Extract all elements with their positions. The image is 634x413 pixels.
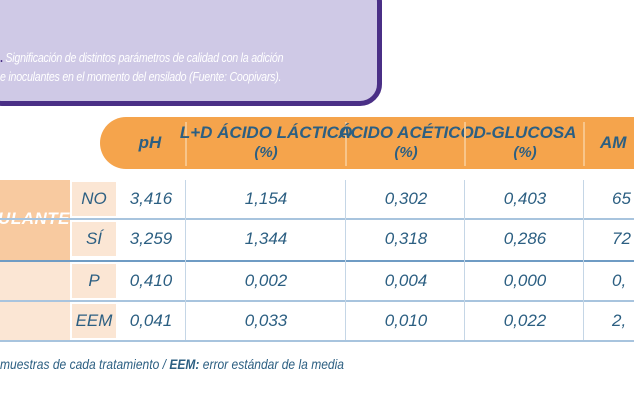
column-divider — [464, 180, 465, 340]
row-divider-strong — [0, 260, 634, 262]
table-cell: 2, — [612, 311, 627, 330]
header-divider — [345, 122, 347, 166]
column-header-glucose: D-GLUCOSA (%) — [467, 120, 583, 166]
table-cell: 65 — [612, 189, 631, 208]
table-cell: 3,416 — [129, 189, 173, 208]
table-cell: 0,022 — [503, 311, 547, 330]
table-cell: 0,041 — [129, 311, 173, 330]
column-header-ph: pH — [120, 120, 180, 166]
row-divider — [0, 300, 634, 302]
table-cell: 0,302 — [384, 189, 428, 208]
table-cell: 0,403 — [503, 189, 547, 208]
table-cell: 0,000 — [503, 271, 547, 290]
column-divider — [583, 180, 584, 340]
table-cell: 1,154 — [244, 189, 288, 208]
row-divider — [0, 340, 634, 342]
footnote-abbr: EEM: — [169, 356, 200, 372]
table-cell: 0,004 — [384, 271, 428, 290]
caption-line-2: e inoculantes en el momento del ensilado… — [0, 69, 282, 84]
table-cell: 0,033 — [244, 311, 288, 330]
column-header-unit: (%) — [254, 144, 278, 161]
column-header-acetic: ÁCIDO ACÉTICO (%) — [338, 120, 473, 166]
column-header-unit: (%) — [394, 144, 418, 161]
header-divider — [185, 122, 187, 166]
table-cell: 0, — [612, 271, 627, 290]
table-cell: 1,344 — [244, 229, 288, 248]
table-cell: 72 — [612, 229, 631, 248]
column-divider — [185, 180, 186, 340]
table-cell: 0,002 — [244, 271, 288, 290]
table-caption: . Significación de distintos parámetros … — [0, 48, 295, 86]
table-footnote: muestras de cada tratamiento / EEM: erro… — [0, 356, 344, 372]
header-divider — [583, 122, 585, 166]
group-label-bg — [0, 180, 70, 260]
table-cell: 0,318 — [384, 229, 428, 248]
column-header-am: AM — [600, 120, 634, 166]
header-divider — [464, 122, 466, 166]
footnote-text-2: error estándar de la media — [202, 356, 344, 372]
column-header-name: D-GLUCOSA — [473, 123, 577, 142]
column-divider — [345, 180, 346, 340]
caption-number: . — [0, 50, 3, 65]
table-cell: 0,286 — [503, 229, 547, 248]
footnote-text-1: muestras de cada tratamiento / — [0, 356, 166, 372]
column-header-name: ÁCIDO ACÉTICO — [338, 123, 474, 142]
caption-box — [0, 0, 382, 106]
row-label: SÍ — [72, 222, 116, 256]
column-header-unit: (%) — [513, 144, 537, 161]
caption-line-1: Significación de distintos parámetros de… — [5, 50, 284, 65]
table-cell: 3,259 — [129, 229, 173, 248]
row-divider — [0, 218, 634, 220]
row-label: NO — [72, 182, 116, 216]
column-header-name: pH — [138, 133, 162, 152]
table-header-bar — [100, 117, 634, 169]
column-header-name: L+D ÁCIDO LÁCTICO — [179, 123, 353, 142]
row-label: P — [72, 264, 116, 298]
table-cell: 0,410 — [129, 271, 173, 290]
table-cell: 0,010 — [384, 311, 428, 330]
column-header-lactic: L+D ÁCIDO LÁCTICO (%) — [180, 120, 352, 166]
column-header-name: AM — [600, 133, 627, 152]
row-label: EEM — [72, 304, 116, 338]
